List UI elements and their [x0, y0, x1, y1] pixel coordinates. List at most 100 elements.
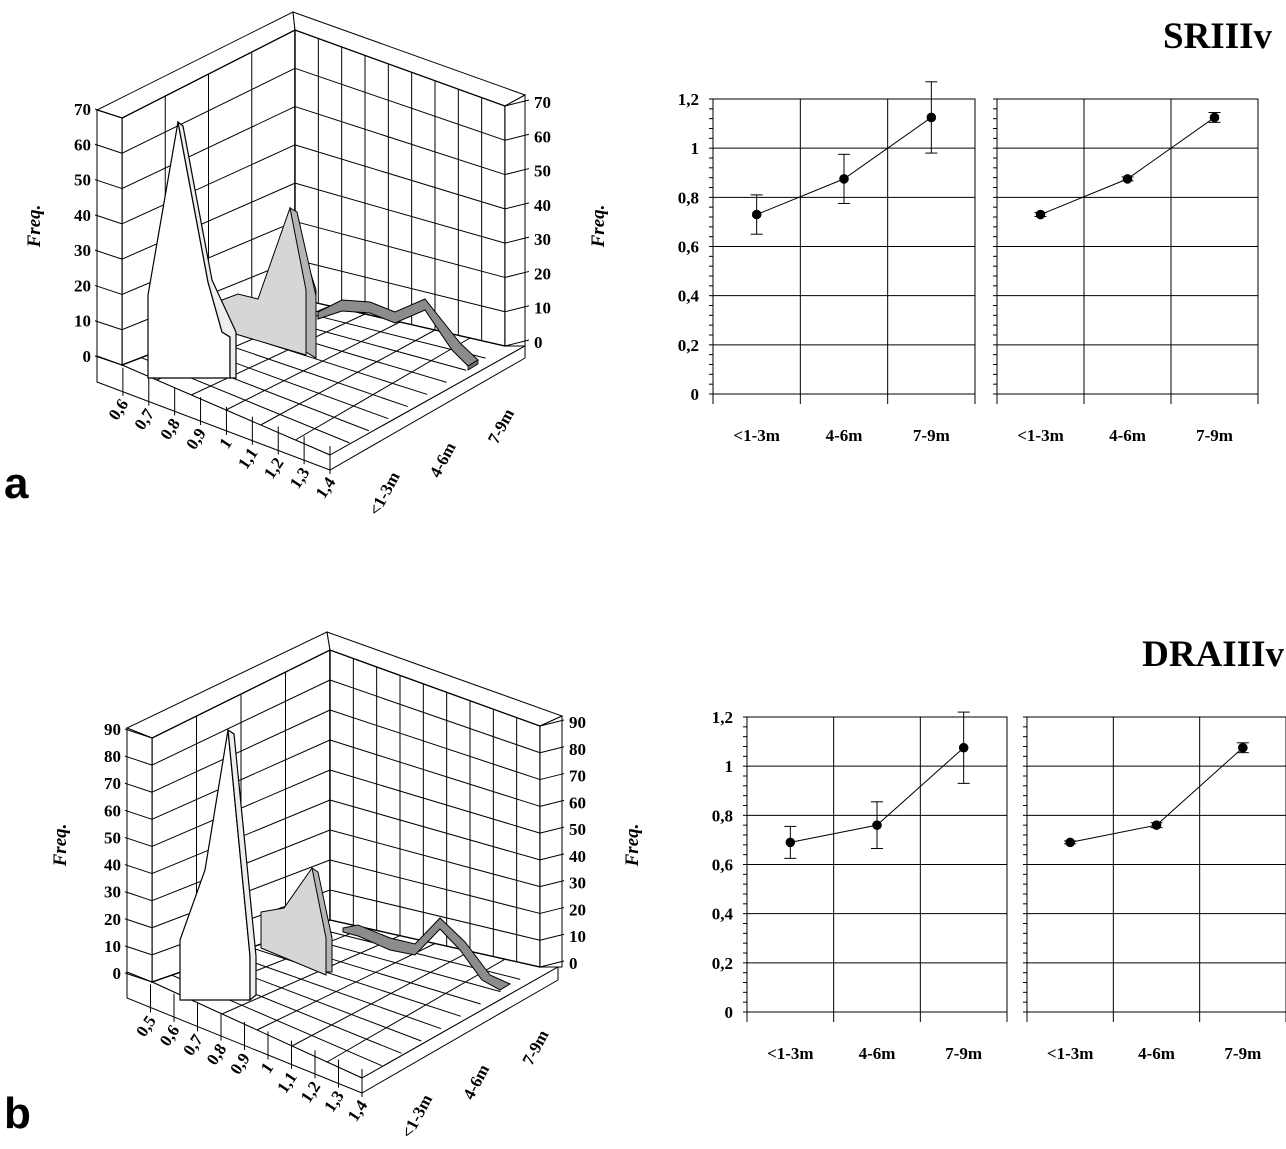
y-tick-mark [94, 108, 123, 119]
data-point [751, 209, 762, 220]
x-category-label: 4-6m [859, 1044, 896, 1063]
x-tick-label: 0,9 [182, 425, 210, 453]
y-tick-label: 60 [74, 135, 91, 154]
x-category-label: <1-3m [767, 1044, 814, 1063]
y-tick-label: 50 [74, 171, 91, 190]
y-tick-mark [504, 305, 530, 313]
y-tick-mark [94, 179, 123, 190]
y-tick-label: 1,2 [712, 708, 733, 727]
depth-tick-label: 4-6m [426, 439, 460, 480]
depth-tick-label: 7-9m [484, 406, 518, 447]
y-tick-label: 1 [725, 757, 734, 776]
x-category-label: 4-6m [826, 426, 863, 445]
chart3d-b-series-1-3m-side [227, 728, 257, 1002]
chart3d-b-series-4-6m-side [311, 866, 333, 973]
floor-gridline [225, 321, 401, 411]
y-tick-label: 40 [569, 847, 586, 866]
y-tick-mark [539, 746, 565, 754]
y-tick-mark [539, 773, 565, 781]
wall-gridline [329, 739, 541, 807]
y-tick-label: 20 [74, 276, 91, 295]
y-tick-mark [124, 972, 153, 983]
chart3d-a-series-7-9m-side [467, 359, 479, 371]
depth-tick-label: <1-3m [365, 469, 404, 519]
x-tick-label: 1,2 [297, 1078, 325, 1106]
panel-a-title: SRIIIv [1163, 16, 1272, 57]
y-tick-mark [504, 339, 530, 347]
chart3d-b-series-7-9m [342, 917, 512, 991]
wall-gridline [329, 679, 541, 754]
chart3d-a-freq-label-left: Freq. [24, 205, 45, 249]
y-tick-mark [539, 880, 565, 888]
y-tick-label: 40 [534, 196, 551, 215]
x-tick-label: 1,4 [344, 1096, 372, 1125]
x-tick-label: 0,6 [156, 1021, 184, 1049]
x-category-label: 7-9m [1196, 426, 1233, 445]
chart3d-b-yticks-left: 0 10 20 30 40 50 60 70 80 90 [104, 720, 153, 983]
wall-gridline [294, 259, 506, 313]
y-tick-mark [94, 249, 123, 260]
y-tick-label: 0,2 [712, 954, 733, 973]
y-tick-label: 70 [534, 93, 551, 112]
y-tick-mark [504, 236, 530, 244]
y-tick-mark [504, 168, 530, 176]
y-tick-label: 70 [104, 774, 121, 793]
floor-gridline [260, 329, 436, 426]
y-tick-label: 60 [104, 801, 121, 820]
y-tick-label: 0,6 [712, 856, 733, 875]
chart3d-b-wall-left-edge [126, 727, 153, 983]
y-tick-mark [539, 853, 565, 861]
y-tick-mark [94, 320, 123, 331]
y-tick-mark [504, 133, 530, 141]
floor-gridline [326, 958, 506, 1063]
panel-a: a SRIIIv [4, 11, 1272, 519]
y-tick-mark [504, 270, 530, 278]
chart3d-a-yticks-left: 0 10 20 30 40 50 60 70 [74, 100, 123, 366]
y-tick-mark [539, 960, 565, 968]
chart3d-b-wall-right-edge [539, 715, 563, 968]
x-category-label: 7-9m [913, 426, 950, 445]
chart3d-a-wall-left-edge [96, 109, 123, 366]
y-tick-label: 50 [569, 820, 586, 839]
wall-gridline [294, 220, 506, 278]
floor-gridline [221, 935, 401, 1015]
linechart-b-se: <1-3m 4-6m 7-9m [1023, 716, 1286, 1063]
y-tick-label: 70 [569, 767, 586, 786]
y-tick-mark [539, 826, 565, 834]
y-tick-label: 0 [691, 385, 700, 404]
floor-gridline [256, 943, 436, 1031]
panel-b-title: DRAIIIv [1142, 634, 1284, 675]
y-tick-mark [539, 933, 565, 941]
x-tick-label: 0,9 [226, 1050, 254, 1078]
x-category-label: 4-6m [1138, 1044, 1175, 1063]
x-tick-label: 1,1 [234, 444, 262, 472]
y-tick-label: 0,4 [712, 905, 734, 924]
y-tick-label: 30 [104, 883, 121, 902]
y-tick-mark [124, 809, 153, 820]
data-point [1238, 742, 1248, 753]
y-tick-label: 50 [534, 162, 551, 181]
x-category-label: 4-6m [1109, 426, 1146, 445]
y-tick-label: 10 [74, 312, 91, 331]
linechart-b-sd: 0 0,2 0,4 0,6 0,8 1 1,2 <1-3m 4-6m 7-9m [712, 708, 1008, 1063]
panel-b-label: b [4, 1089, 31, 1138]
x-tick-label: 1,3 [286, 464, 314, 492]
wall-gridline [329, 769, 541, 834]
y-tick-mark [124, 918, 153, 929]
y-tick-label: 50 [104, 828, 121, 847]
data-point [1035, 209, 1046, 220]
x-category-label: 7-9m [945, 1044, 982, 1063]
wall-gridline [329, 799, 541, 861]
y-tick-label: 60 [569, 793, 586, 812]
x-tick-label: 1,4 [312, 473, 340, 502]
x-tick-label: 1,3 [320, 1087, 348, 1115]
x-tick-label: 0,8 [203, 1040, 231, 1068]
chart3d-b-freq-label-right: Freq. [622, 824, 643, 868]
depth-tick-label: <1-3m [398, 1091, 437, 1141]
y-tick-label: 10 [104, 937, 121, 956]
y-tick-label: 1 [691, 139, 700, 158]
chart3d-a: 0 10 20 30 40 50 60 70 0 10 20 30 40 50 60 70 Freq. Fr… [24, 11, 609, 519]
y-tick-mark [94, 284, 123, 295]
